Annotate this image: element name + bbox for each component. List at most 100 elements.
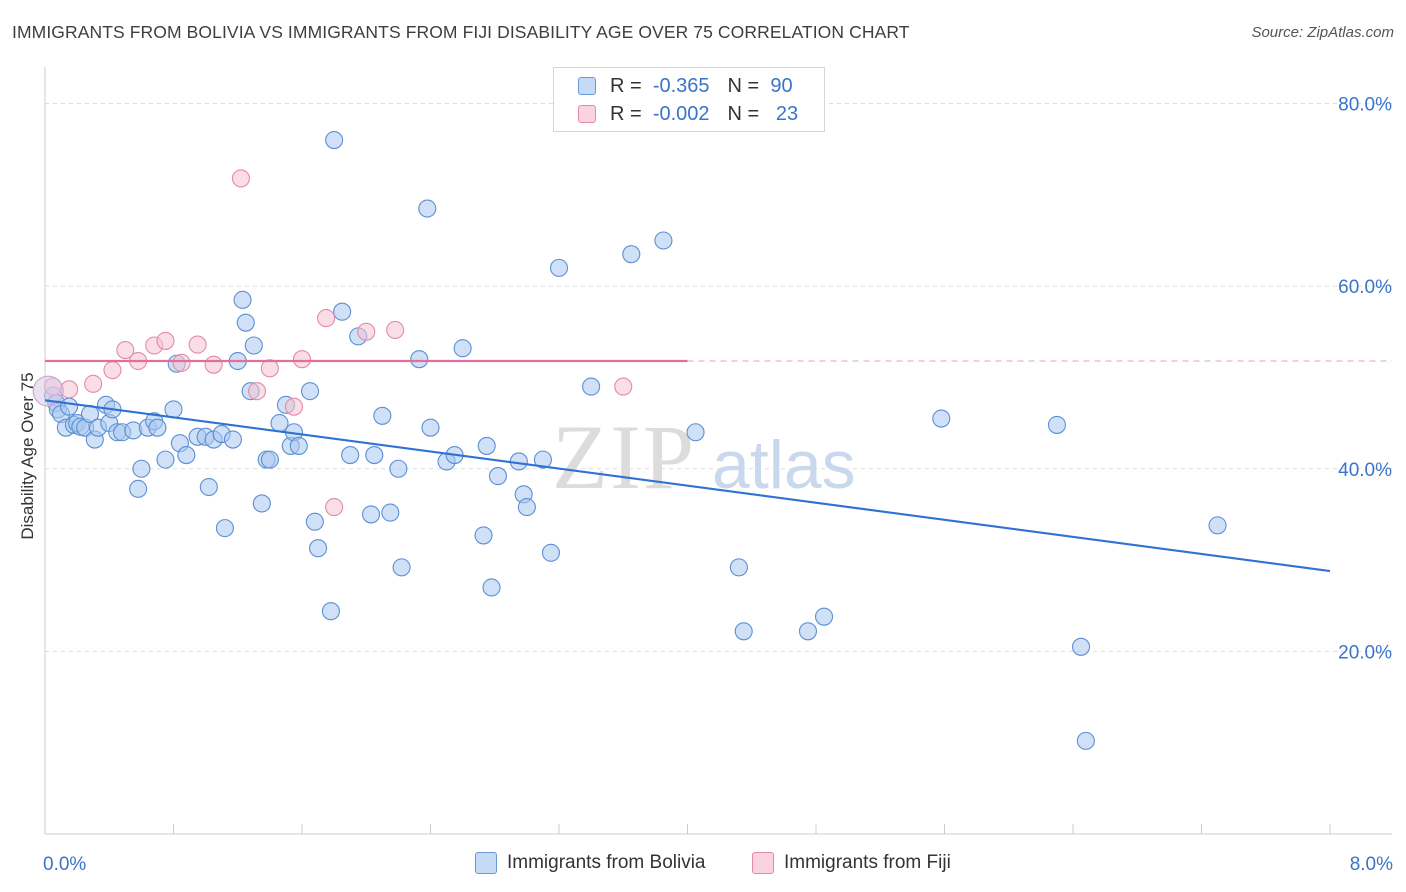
axes (44, 67, 1392, 835)
bolivia-point (177, 446, 196, 465)
bolivia-point (244, 336, 263, 355)
bolivia-point (541, 543, 561, 562)
stats-legend: R = -0.365 N = 90 R = -0.002 N = 23 (553, 67, 825, 132)
fiji-point (292, 350, 312, 369)
bolivia-legend-swatch (475, 852, 497, 874)
fiji-point (231, 169, 251, 188)
y-axis-label: Disability Age Over 75 (18, 372, 37, 539)
x-tick-label: 0.0% (43, 854, 86, 875)
r-label: R = (610, 102, 642, 125)
fiji-point (357, 322, 376, 341)
fiji-point (386, 320, 405, 340)
bolivia-point (582, 377, 601, 396)
bolivia-point (798, 622, 818, 641)
bolivia-point (129, 479, 148, 498)
bolivia-point (309, 539, 328, 558)
legend-label-fiji: Immigrants from Fiji (784, 852, 951, 873)
bolivia-point (156, 450, 175, 469)
fiji-point (84, 374, 103, 393)
y-tick-label: 40.0% (1338, 460, 1392, 481)
fiji-point (116, 341, 135, 360)
bolivia-point (164, 400, 183, 419)
bolivia-point (233, 290, 252, 309)
r-value: -0.002 (652, 102, 710, 125)
y-tick-labels: 20.0% 40.0% 60.0% 80.0% (1338, 95, 1392, 664)
bolivia-point (533, 450, 552, 469)
bolivia-point (474, 526, 493, 545)
bolivia-point (1071, 637, 1091, 656)
bolivia-point (300, 382, 320, 401)
bolivia-point (453, 339, 472, 358)
fiji-point (103, 361, 122, 380)
fiji-legend-swatch (752, 852, 774, 874)
bolivia-swatch (578, 77, 596, 95)
bolivia-point (260, 450, 279, 469)
fiji-point (317, 309, 336, 328)
bolivia-point (418, 199, 437, 218)
r-label: R = (610, 74, 642, 97)
bolivia-point (654, 231, 673, 250)
bolivia-point (517, 498, 536, 517)
watermark-atlas: atlas (712, 427, 856, 503)
n-value: 90 (770, 74, 793, 97)
source-label: Source: ZipAtlas.com (1251, 24, 1394, 41)
bolivia-point (410, 350, 429, 369)
cluster-point (32, 375, 64, 407)
fiji-point (614, 377, 633, 396)
bolivia-point (392, 558, 411, 577)
bolivia-point (341, 446, 360, 465)
trend-lines (44, 359, 1392, 573)
bolivia-point (325, 130, 344, 150)
bolivia-point (1076, 731, 1095, 750)
bolivia-point (132, 459, 151, 478)
bolivia-point (321, 602, 340, 621)
fiji-point (156, 331, 175, 350)
bolivia-point (932, 409, 951, 428)
bolivia-point (236, 313, 255, 332)
fiji-swatch (578, 105, 596, 123)
bolivia-point (199, 477, 218, 497)
bolivia-point (60, 397, 79, 416)
bolivia-point (215, 519, 234, 538)
legend-item-fiji: Immigrants from Fiji (752, 852, 951, 874)
r-value: -0.365 (652, 74, 710, 97)
y-tick-label: 80.0% (1338, 95, 1392, 116)
stats-row-bolivia: R = -0.365 N = 90 (578, 73, 793, 99)
fiji-point (325, 498, 344, 517)
legend-label-bolivia: Immigrants from Bolivia (507, 852, 706, 873)
bolivia-point (148, 418, 167, 437)
chart-title: IMMIGRANTS FROM BOLIVIA VS IMMIGRANTS FR… (12, 22, 910, 42)
bolivia-point (362, 505, 381, 524)
bolivia-point (252, 494, 271, 513)
n-label: N = (727, 74, 760, 97)
bolivia-point (734, 622, 753, 641)
stats-row-fiji: R = -0.002 N = 23 (578, 101, 798, 127)
bolivia-point (305, 512, 324, 531)
bolivia-point (389, 459, 408, 478)
fiji-point (188, 335, 207, 354)
grid-lines (45, 103, 1392, 652)
fiji-point (284, 397, 304, 416)
y-tick-label: 60.0% (1338, 277, 1392, 298)
x-tick-label: 8.0% (1350, 854, 1393, 875)
bolivia-point (373, 406, 392, 425)
bolivia-trend-line (44, 399, 1331, 573)
bolivia-point (223, 430, 242, 449)
fiji-point (247, 382, 267, 401)
bolivia-point (686, 423, 705, 442)
fiji-point (260, 359, 279, 378)
bolivia-point (477, 436, 496, 455)
bolivia-point (270, 414, 289, 433)
bolivia-point (814, 607, 834, 626)
fiji-point (204, 355, 223, 374)
bolivia-point (289, 436, 308, 455)
bolivia-point (1208, 516, 1227, 535)
bolivia-point (622, 245, 641, 264)
bolivia-point (488, 467, 508, 486)
bolivia-point (365, 446, 384, 465)
bolivia-point (549, 258, 569, 277)
bolivia-point (1047, 415, 1066, 434)
bolivia-point (482, 578, 501, 597)
bolivia-point (421, 418, 440, 437)
